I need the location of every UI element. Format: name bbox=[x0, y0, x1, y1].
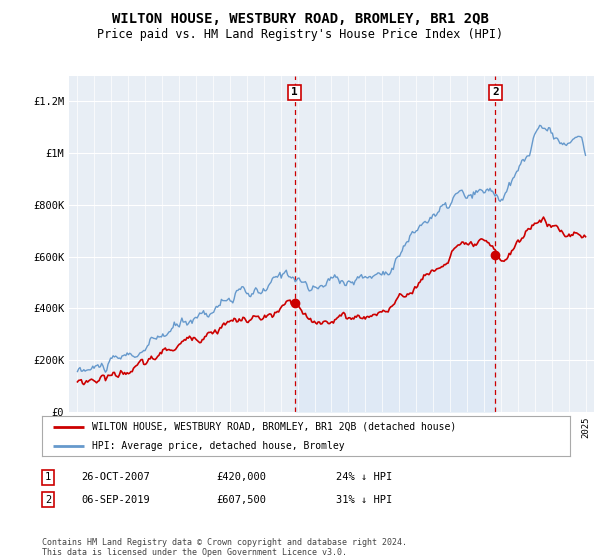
Text: 24% ↓ HPI: 24% ↓ HPI bbox=[336, 472, 392, 482]
Text: 06-SEP-2019: 06-SEP-2019 bbox=[81, 494, 150, 505]
Text: 2: 2 bbox=[45, 494, 51, 505]
Text: Price paid vs. HM Land Registry's House Price Index (HPI): Price paid vs. HM Land Registry's House … bbox=[97, 28, 503, 41]
Text: 26-OCT-2007: 26-OCT-2007 bbox=[81, 472, 150, 482]
Text: HPI: Average price, detached house, Bromley: HPI: Average price, detached house, Brom… bbox=[92, 441, 345, 450]
Text: £420,000: £420,000 bbox=[216, 472, 266, 482]
Text: 1: 1 bbox=[291, 87, 298, 97]
Text: £607,500: £607,500 bbox=[216, 494, 266, 505]
Text: 1: 1 bbox=[45, 472, 51, 482]
Text: 31% ↓ HPI: 31% ↓ HPI bbox=[336, 494, 392, 505]
Text: WILTON HOUSE, WESTBURY ROAD, BROMLEY, BR1 2QB: WILTON HOUSE, WESTBURY ROAD, BROMLEY, BR… bbox=[112, 12, 488, 26]
Text: 2: 2 bbox=[492, 87, 499, 97]
Text: Contains HM Land Registry data © Crown copyright and database right 2024.
This d: Contains HM Land Registry data © Crown c… bbox=[42, 538, 407, 557]
Text: WILTON HOUSE, WESTBURY ROAD, BROMLEY, BR1 2QB (detached house): WILTON HOUSE, WESTBURY ROAD, BROMLEY, BR… bbox=[92, 422, 457, 432]
